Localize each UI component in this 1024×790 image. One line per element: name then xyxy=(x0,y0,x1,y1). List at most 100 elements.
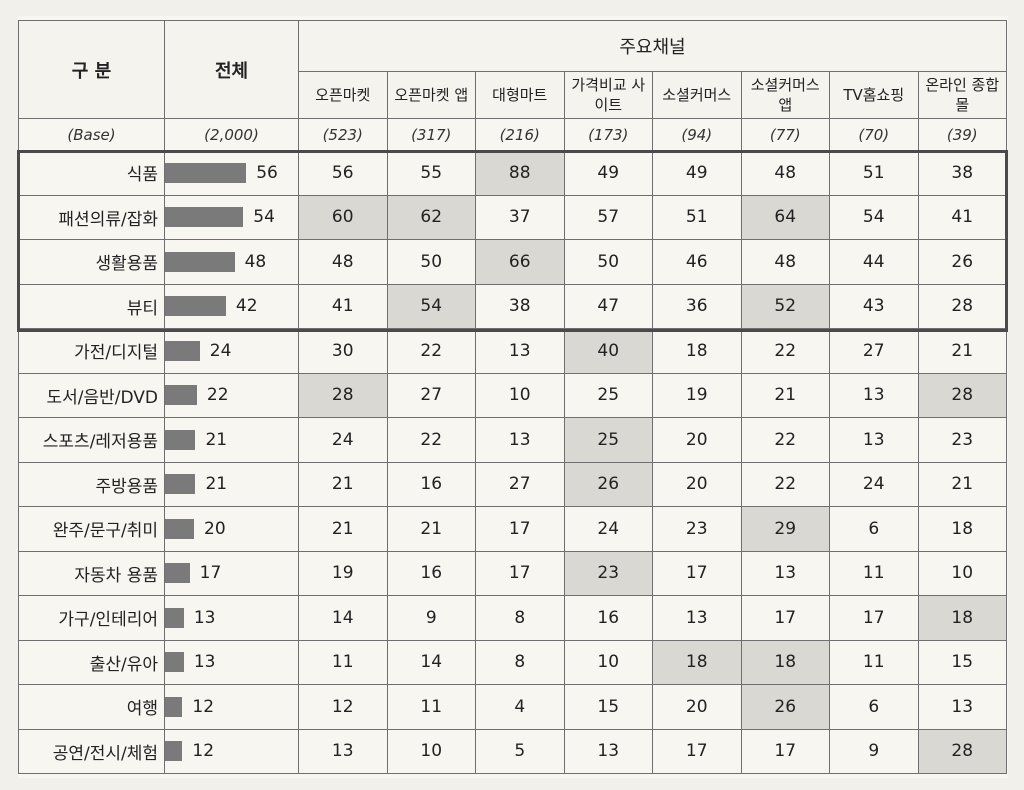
channel-value: 50 xyxy=(386,239,476,285)
channel-value: 38 xyxy=(475,283,565,329)
total-value: 54 xyxy=(253,207,275,228)
channel-value: 13 xyxy=(652,595,742,641)
header-channel: 소셜커머스 xyxy=(652,71,742,119)
channel-value: 18 xyxy=(652,328,742,374)
channel-value: 15 xyxy=(563,684,653,730)
channel-value: 17 xyxy=(652,550,742,596)
total-bar xyxy=(165,652,184,673)
total-value: 13 xyxy=(193,607,216,628)
channel-category-table: 구 분 전체 주요채널 오픈마켓 오픈마켓 앱 대형마트 가격비교 사이트 소셜커머스 소… xyxy=(18,20,1007,774)
total-value: 56 xyxy=(256,162,278,183)
channel-value: 52 xyxy=(740,283,830,329)
channel-value: 48 xyxy=(740,239,830,285)
channel-value: 28 xyxy=(917,283,1007,329)
base-label: (Base) xyxy=(18,118,165,151)
table-row: 주방용품 21 21 16 27 26 20 22 24 21 xyxy=(18,461,1007,507)
channel-value: 19 xyxy=(652,372,742,418)
row-total-cell: 17 xyxy=(164,550,299,596)
table-row: 패션의류/잡화 54 60 62 37 57 51 64 54 41 xyxy=(18,194,1007,240)
table-row: 여행 12 12 11 4 15 20 26 6 13 xyxy=(18,684,1007,730)
channel-value: 4 xyxy=(475,684,565,730)
channel-value: 18 xyxy=(740,639,830,685)
channel-value: 50 xyxy=(563,239,653,285)
channel-value: 26 xyxy=(563,461,653,507)
row-category: 여행 xyxy=(18,684,165,730)
channel-value: 21 xyxy=(298,461,388,507)
channel-value: 22 xyxy=(740,328,830,374)
channel-value: 16 xyxy=(386,461,476,507)
channel-value: 26 xyxy=(740,684,830,730)
header-channel: 오픈마켓 xyxy=(298,71,388,119)
channel-value: 8 xyxy=(475,595,565,641)
channel-value: 24 xyxy=(298,417,388,463)
channel-value: 47 xyxy=(563,283,653,329)
row-category: 완주/문구/취미 xyxy=(18,506,165,552)
channel-value: 6 xyxy=(829,506,919,552)
row-total-cell: 21 xyxy=(164,417,299,463)
channel-value: 57 xyxy=(563,194,653,240)
header-channel: 온라인 종합몰 xyxy=(917,71,1007,119)
total-bar xyxy=(165,385,197,406)
header-main-channels: 주요채널 xyxy=(298,20,1007,72)
total-value: 13 xyxy=(193,652,216,673)
channel-value: 27 xyxy=(475,461,565,507)
total-bar xyxy=(165,518,194,539)
total-bar xyxy=(165,162,247,183)
row-total-cell: 42 xyxy=(164,283,299,329)
row-category: 주방용품 xyxy=(18,461,165,507)
channel-value: 46 xyxy=(652,239,742,285)
table-row: 뷰티 42 41 54 38 47 36 52 43 28 xyxy=(18,283,1007,329)
row-category: 도서/음반/DVD xyxy=(18,372,165,418)
total-bar xyxy=(165,207,244,228)
row-total-cell: 20 xyxy=(164,506,299,552)
row-category: 가전/디지털 xyxy=(18,328,165,374)
row-total-cell: 13 xyxy=(164,595,299,641)
row-category: 스포츠/레저용품 xyxy=(18,417,165,463)
row-category: 패션의류/잡화 xyxy=(18,194,165,240)
channel-value: 13 xyxy=(563,728,653,774)
channel-value: 66 xyxy=(475,239,565,285)
channel-value: 20 xyxy=(652,461,742,507)
row-total-cell: 56 xyxy=(164,150,299,196)
channel-value: 44 xyxy=(829,239,919,285)
channel-value: 60 xyxy=(298,194,388,240)
total-value: 12 xyxy=(192,741,215,762)
channel-value: 6 xyxy=(829,684,919,730)
row-category: 출산/유아 xyxy=(18,639,165,685)
channel-value: 24 xyxy=(829,461,919,507)
total-value: 48 xyxy=(244,251,267,272)
channel-value: 17 xyxy=(475,550,565,596)
channel-value: 88 xyxy=(475,150,565,196)
channel-value: 51 xyxy=(652,194,742,240)
channel-value: 13 xyxy=(829,417,919,463)
row-total-cell: 13 xyxy=(164,639,299,685)
row-category: 자동차 용품 xyxy=(18,550,165,596)
table-row: 자동차 용품 17 19 16 17 23 17 13 11 10 xyxy=(18,550,1007,596)
channel-value: 11 xyxy=(386,684,476,730)
channel-value: 21 xyxy=(917,328,1007,374)
channel-value: 30 xyxy=(298,328,388,374)
channel-value: 23 xyxy=(563,550,653,596)
header-channel: TV홈쇼핑 xyxy=(829,71,919,119)
channel-value: 62 xyxy=(386,194,476,240)
channel-value: 54 xyxy=(829,194,919,240)
channel-value: 27 xyxy=(829,328,919,374)
row-total-cell: 22 xyxy=(164,372,299,418)
base-count: (77) xyxy=(740,118,830,151)
channel-value: 43 xyxy=(829,283,919,329)
total-value: 24 xyxy=(209,340,232,361)
total-value: 22 xyxy=(206,385,229,406)
channel-value: 28 xyxy=(917,728,1007,774)
table-row: 생활용품 48 48 50 66 50 46 48 44 26 xyxy=(18,239,1007,285)
channel-value: 55 xyxy=(386,150,476,196)
row-category: 생활용품 xyxy=(18,239,165,285)
table-row: 식품 56 56 55 88 49 49 48 51 38 xyxy=(18,150,1007,196)
channel-value: 5 xyxy=(475,728,565,774)
channel-value: 22 xyxy=(386,328,476,374)
channel-value: 29 xyxy=(740,506,830,552)
channel-value: 22 xyxy=(740,417,830,463)
channel-value: 20 xyxy=(652,684,742,730)
table-row: 출산/유아 13 11 14 8 10 18 18 11 15 xyxy=(18,639,1007,685)
channel-value: 13 xyxy=(475,328,565,374)
channel-value: 23 xyxy=(917,417,1007,463)
